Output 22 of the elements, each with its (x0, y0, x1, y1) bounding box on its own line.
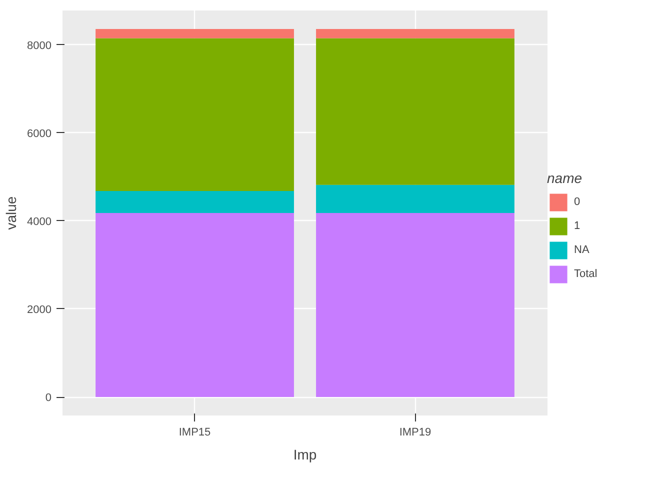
y-tick-label: 8000 (27, 40, 52, 52)
bar (96, 213, 294, 398)
y-tick-label: 2000 (27, 304, 52, 316)
bar (96, 190, 294, 213)
y-tick-label: 0 (45, 392, 52, 404)
bar (96, 28, 294, 38)
bar (96, 38, 294, 191)
legend-label: NA (574, 244, 590, 256)
legend-label: 1 (574, 220, 582, 232)
bar (316, 213, 514, 398)
bar (316, 184, 514, 213)
bar (316, 38, 514, 185)
legend-title: name (547, 170, 584, 186)
x-tick-label: IMP19 (399, 426, 432, 438)
y-axis-title: value (3, 196, 20, 230)
x-axis-title: Imp (293, 446, 317, 462)
y-tick-label: 4000 (27, 216, 52, 228)
x-tick-label: IMP15 (178, 426, 211, 438)
legend-label: Total (574, 268, 598, 280)
bar (316, 28, 514, 38)
legend-label: 0 (574, 196, 582, 208)
y-tick-label: 6000 (27, 128, 52, 140)
